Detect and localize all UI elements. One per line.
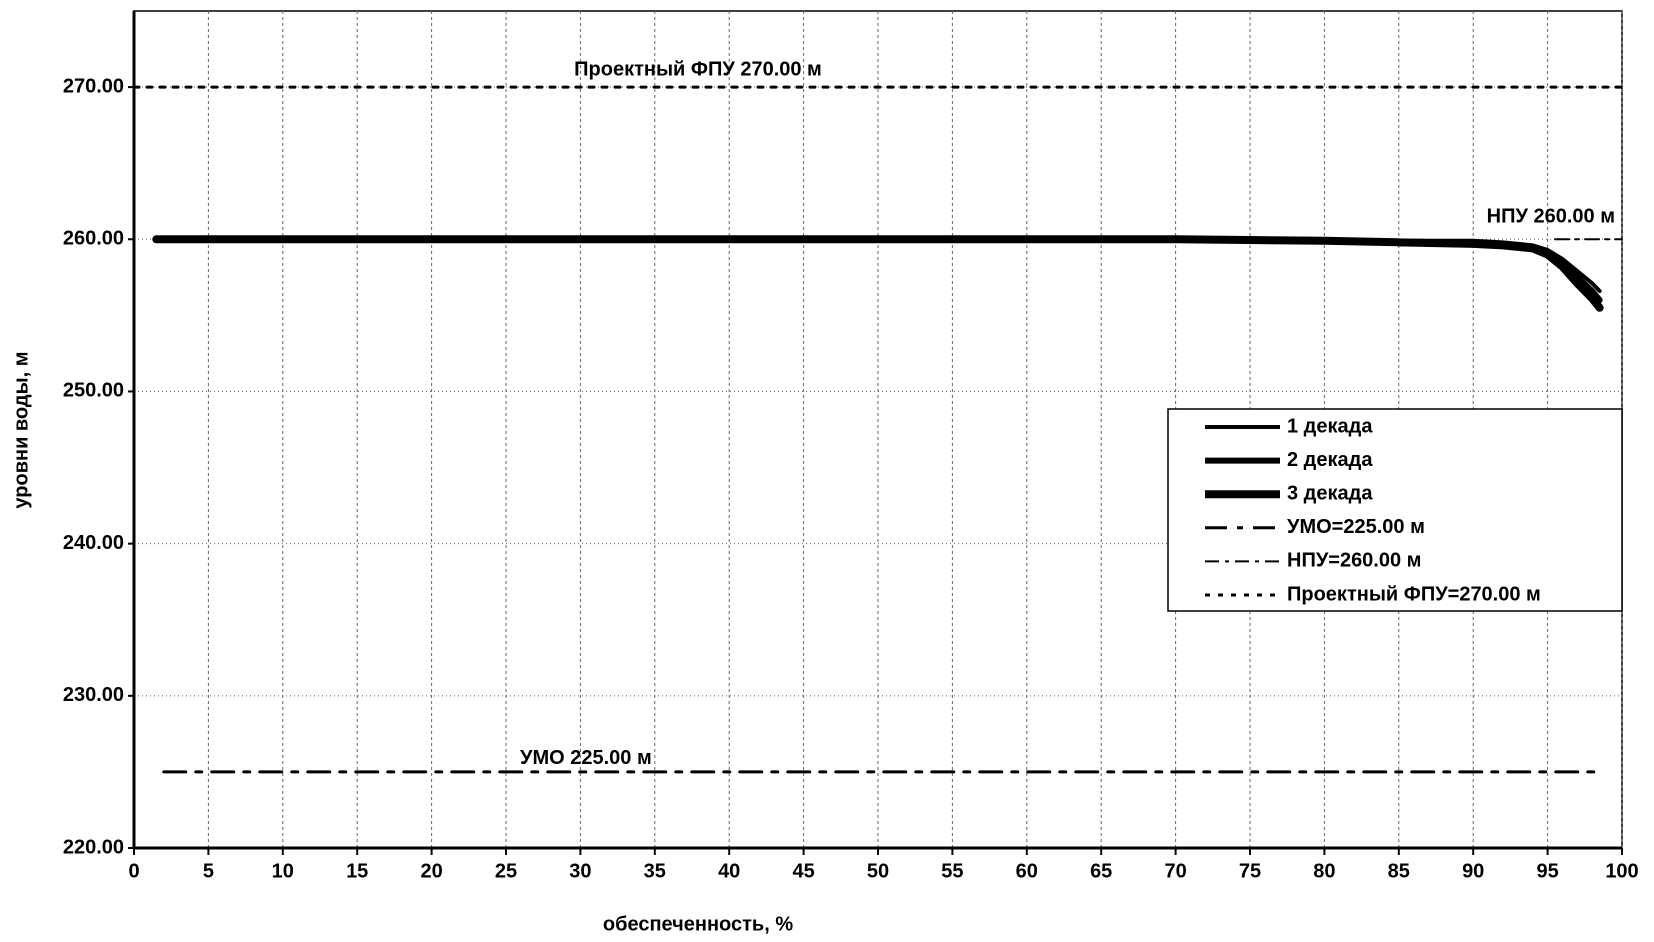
x-tick-label: 5: [203, 860, 214, 882]
y-tick-label: 240.00: [63, 532, 124, 554]
x-tick-label: 90: [1462, 860, 1484, 882]
y-tick-label: 260.00: [63, 228, 124, 250]
x-tick-label: 75: [1239, 860, 1261, 882]
annotation: НПУ 260.00 м: [1487, 206, 1615, 228]
x-tick-label: 80: [1313, 860, 1335, 882]
y-tick-label: 270.00: [63, 75, 124, 97]
x-tick-label: 100: [1605, 860, 1638, 882]
x-tick-label: 45: [792, 860, 814, 882]
x-tick-label: 15: [346, 860, 368, 882]
x-tick-label: 70: [1164, 860, 1186, 882]
annotation: УМО 225.00 м: [520, 747, 652, 769]
x-tick-label: 20: [420, 860, 442, 882]
series-line: [152, 235, 1604, 312]
legend-label: 2 декада: [1287, 449, 1373, 471]
x-axis-label: обеспеченность, %: [603, 913, 793, 935]
y-tick-label: 250.00: [63, 380, 124, 402]
x-tick-label: 95: [1536, 860, 1558, 882]
x-tick-label: 30: [569, 860, 591, 882]
x-tick-label: 0: [128, 860, 139, 882]
x-tick-label: 65: [1090, 860, 1112, 882]
legend-label: Проектный ФПУ=270.00 м: [1287, 583, 1541, 605]
legend-box: [1167, 408, 1623, 612]
y-tick-label: 230.00: [63, 684, 124, 706]
y-axis-label: уровни воды, м: [10, 351, 32, 508]
x-tick-label: 60: [1016, 860, 1038, 882]
legend-label: УМО=225.00 м: [1287, 516, 1425, 538]
x-tick-label: 10: [272, 860, 294, 882]
x-tick-label: 25: [495, 860, 517, 882]
x-tick-label: 50: [867, 860, 889, 882]
y-tick-label: 220.00: [63, 836, 124, 858]
x-tick-label: 55: [941, 860, 963, 882]
x-tick-label: 40: [718, 860, 740, 882]
legend-label: 1 декада: [1287, 415, 1373, 437]
x-tick-label: 35: [644, 860, 666, 882]
legend-label: НПУ=260.00 м: [1287, 550, 1421, 572]
legend-label: 3 декада: [1287, 482, 1373, 504]
x-tick-label: 85: [1388, 860, 1410, 882]
annotation: Проектный ФПУ 270.00 м: [574, 58, 822, 80]
